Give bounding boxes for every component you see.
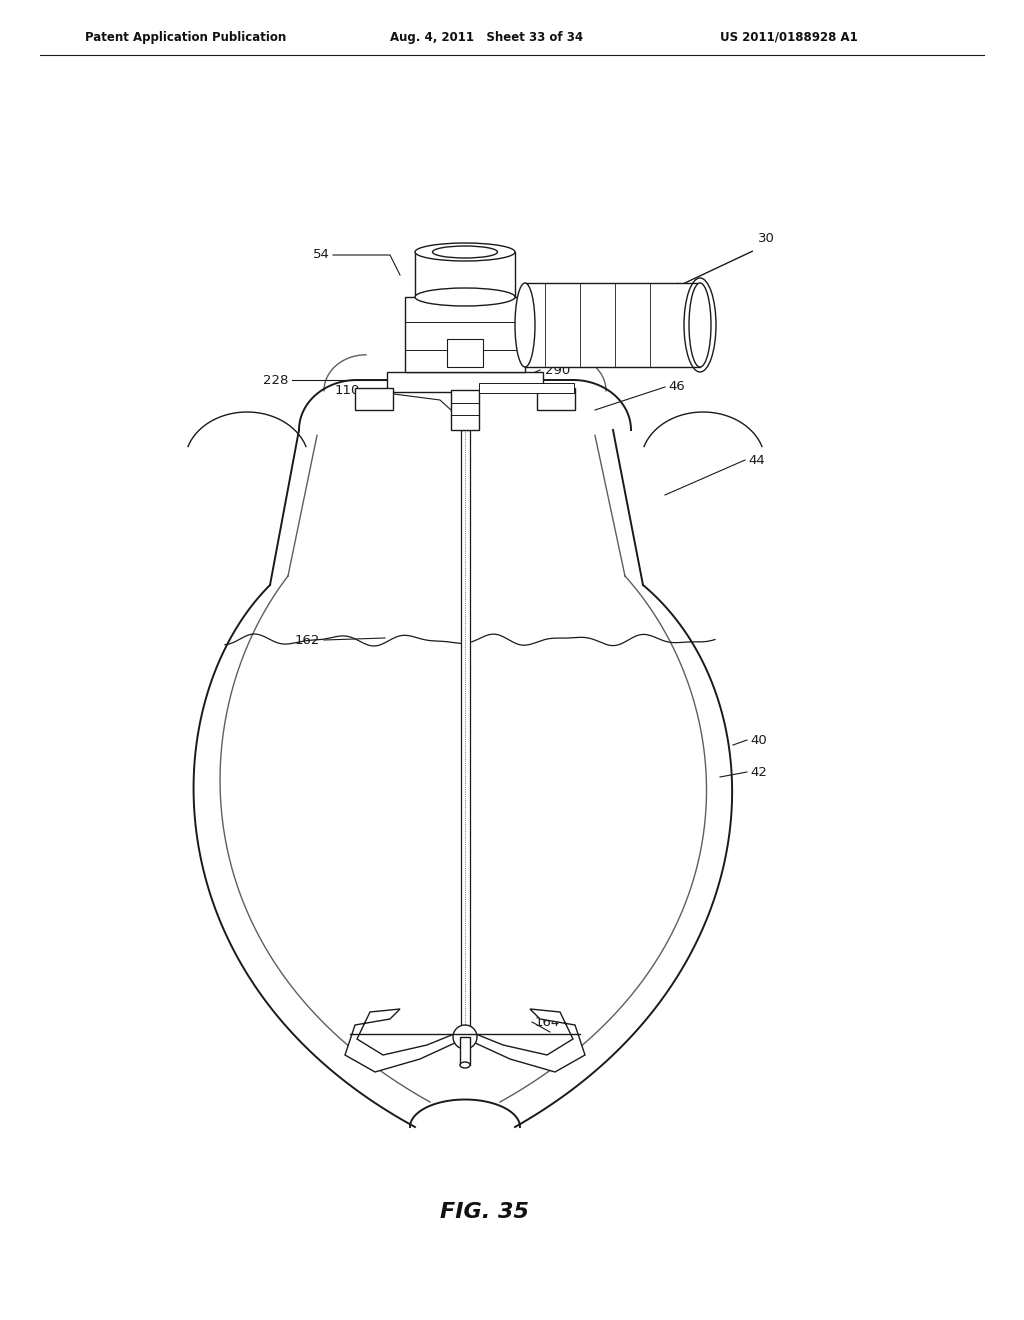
Text: Patent Application Publication: Patent Application Publication (85, 30, 287, 44)
Bar (461, 430, 470, 1032)
Bar (537, 388, 575, 411)
Ellipse shape (432, 246, 498, 257)
Polygon shape (471, 1008, 585, 1072)
Ellipse shape (415, 243, 515, 261)
Bar (447, 339, 483, 367)
Bar (479, 383, 574, 393)
Text: 54: 54 (313, 248, 330, 261)
Text: 40: 40 (750, 734, 767, 747)
Bar (525, 282, 700, 367)
Text: 42: 42 (750, 766, 767, 779)
Bar (355, 388, 393, 411)
Bar (415, 252, 515, 297)
Text: 228: 228 (262, 374, 288, 387)
Circle shape (453, 1026, 477, 1049)
Ellipse shape (415, 288, 515, 306)
Ellipse shape (689, 282, 711, 367)
Text: 46: 46 (668, 380, 685, 393)
Text: US 2011/0188928 A1: US 2011/0188928 A1 (720, 30, 858, 44)
Text: 162: 162 (295, 634, 319, 647)
Bar (451, 389, 479, 430)
Text: 164: 164 (535, 1015, 560, 1028)
Text: 30: 30 (758, 232, 775, 246)
Text: FIG. 35: FIG. 35 (440, 1203, 529, 1222)
Ellipse shape (460, 1063, 470, 1068)
Text: 290: 290 (545, 363, 570, 376)
Polygon shape (345, 1008, 459, 1072)
Text: 110: 110 (335, 384, 360, 396)
Bar (460, 1038, 470, 1065)
Ellipse shape (515, 282, 535, 367)
Text: Aug. 4, 2011   Sheet 33 of 34: Aug. 4, 2011 Sheet 33 of 34 (390, 30, 583, 44)
Bar (406, 297, 525, 372)
Bar (387, 372, 543, 392)
Text: 44: 44 (748, 454, 765, 466)
